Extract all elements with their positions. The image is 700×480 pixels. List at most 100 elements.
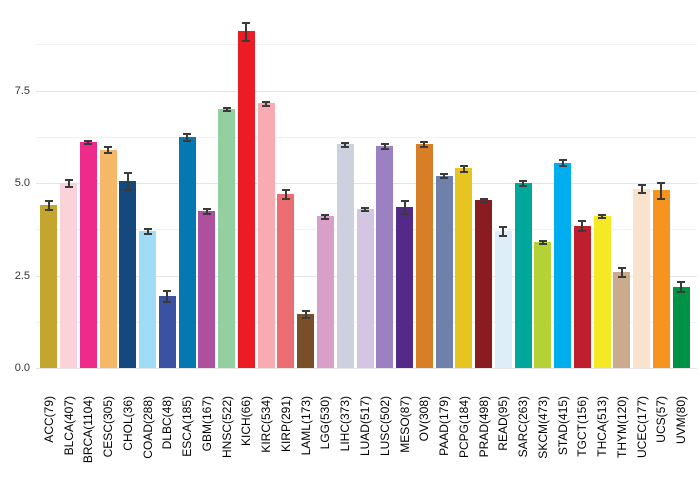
bar-read [494, 231, 512, 368]
x-tick-label: HNSC(522) [219, 396, 234, 459]
x-tick-cell-ov: OV(308) [414, 396, 434, 480]
bar-hnsc [218, 109, 236, 368]
error-bar-cap-bottom-read [499, 234, 508, 237]
error-bar-cap-bottom-hnsc [222, 110, 231, 113]
error-bar-cap-top-uvm [677, 281, 686, 284]
x-tick-label: LAML(173) [298, 396, 313, 456]
x-tick-label: LUSC(502) [377, 396, 392, 457]
error-bar-cap-bottom-ucs [657, 197, 666, 200]
error-bar-cap-bottom-pcpg [459, 170, 468, 173]
bar-kich [237, 31, 255, 368]
bar-laml [297, 314, 315, 368]
bar-gbm [198, 210, 216, 368]
minor-gridline [36, 136, 697, 138]
error-bar-cap-top-skcm [538, 239, 547, 242]
y-tick-label: 5.0 [14, 177, 30, 189]
bar-kirc [257, 103, 275, 368]
error-bar-stem-kirc [265, 101, 268, 106]
bar-prad [475, 199, 493, 368]
x-tick-cell-hnsc: HNSC(522) [217, 396, 237, 480]
x-tick-label: COAD(288) [140, 396, 155, 459]
x-tick-cell-acc: ACC(79) [39, 396, 59, 480]
x-tick-label: TGCT(156) [575, 396, 590, 457]
x-tick-cell-kirp: KIRP(291) [276, 396, 296, 480]
major-gridline [36, 183, 697, 184]
error-bar-cap-top-prad [479, 197, 488, 200]
bar-cesc [99, 149, 117, 368]
error-bar-cap-top-read [499, 226, 508, 229]
error-bar-cap-bottom-dlbc [163, 300, 172, 303]
error-bar-cap-top-pcpg [459, 164, 468, 167]
error-bar-stem-thym [620, 266, 623, 277]
error-bar-cap-bottom-lusc [380, 147, 389, 150]
x-tick-label: LGG(530) [318, 396, 333, 450]
error-bar-stem-read [502, 226, 505, 236]
x-tick-label: READ(95) [496, 396, 511, 451]
error-bar-cap-top-luad [361, 206, 369, 209]
x-tick-cell-thca: THCA(513) [592, 396, 612, 480]
bar-thym [613, 271, 631, 368]
x-tick-label: THYM(120) [614, 396, 629, 459]
error-bar-cap-top-gbm [202, 207, 211, 210]
bar-blca [60, 183, 78, 368]
x-tick-cell-chol: CHOL(36) [118, 396, 138, 480]
bar-thca [593, 216, 611, 368]
bar-chol [119, 181, 137, 368]
x-tick-cell-brca: BRCA(1104) [79, 396, 99, 480]
x-tick-cell-skcm: SKCM(473) [533, 396, 553, 480]
error-bar-cap-top-blca [64, 179, 73, 182]
error-bar-cap-bottom-thym [617, 275, 626, 278]
error-bar-cap-top-hnsc [222, 106, 231, 109]
error-bar-cap-top-ucec [637, 184, 646, 187]
error-bar-stem-uvm [680, 281, 683, 293]
error-bar-stem-ucec [640, 184, 643, 193]
error-bar-cap-bottom-thca [598, 217, 607, 220]
x-tick-label: KIRP(291) [278, 396, 293, 453]
error-bar-cap-bottom-lgg [321, 217, 330, 220]
x-tick-cell-sarc: SARC(263) [513, 396, 533, 480]
x-tick-cell-coad: COAD(288) [138, 396, 158, 480]
x-tick-label: UVM(80) [674, 396, 689, 445]
x-tick-cell-blca: BLCA(407) [59, 396, 79, 480]
x-tick-label: LUAD(517) [357, 396, 372, 457]
x-tick-label: OV(308) [417, 396, 432, 442]
error-bar-stem-laml [304, 310, 307, 319]
error-bar-cap-top-cesc [104, 146, 113, 149]
x-tick-cell-esca: ESCA(185) [177, 396, 197, 480]
error-bar-cap-bottom-kirp [281, 198, 290, 201]
x-tick-label: LIHC(373) [338, 396, 353, 452]
bar-brca [79, 142, 97, 368]
error-bar-cap-top-thca [598, 214, 607, 217]
error-bar-cap-bottom-uvm [677, 291, 686, 294]
x-tick-cell-prad: PRAD(498) [474, 396, 494, 480]
error-bar-cap-top-lusc [380, 143, 389, 146]
error-bar-cap-bottom-sarc [519, 185, 528, 188]
x-tick-label: THCA(513) [595, 396, 610, 457]
bar-sarc [514, 183, 532, 368]
error-bar-stem-tgct [581, 220, 584, 231]
error-bar-stem-kich [245, 22, 248, 41]
error-bar-cap-bottom-laml [301, 317, 310, 320]
error-bar-stem-luad [364, 206, 366, 212]
error-bar-cap-bottom-ucec [637, 191, 646, 194]
x-tick-label: CHOL(36) [120, 396, 135, 451]
bar-esca [178, 136, 196, 368]
bar-uvm [672, 286, 690, 368]
x-tick-cell-read: READ(95) [493, 396, 513, 480]
error-bar-stem-esca [186, 132, 189, 141]
error-bar-cap-top-laml [301, 310, 310, 313]
x-tick-label: PRAD(498) [476, 396, 491, 458]
x-tick-cell-dlbc: DLBC(48) [158, 396, 178, 480]
error-bar-stem-gbm [205, 207, 208, 214]
error-bar-cap-top-kirp [281, 188, 290, 191]
x-tick-cell-paad: PAAD(179) [434, 396, 454, 480]
x-tick-label: CESC(305) [101, 396, 116, 458]
x-tick-cell-kirc: KIRC(534) [256, 396, 276, 480]
x-tick-label: MESO(87) [397, 396, 412, 453]
error-bar-stem-cesc [107, 146, 110, 154]
error-bar-stem-meso [403, 200, 406, 214]
x-tick-label: UCEC(177) [634, 396, 649, 459]
error-bar-cap-top-lgg [321, 214, 330, 217]
error-bar-cap-top-acc [44, 200, 53, 203]
